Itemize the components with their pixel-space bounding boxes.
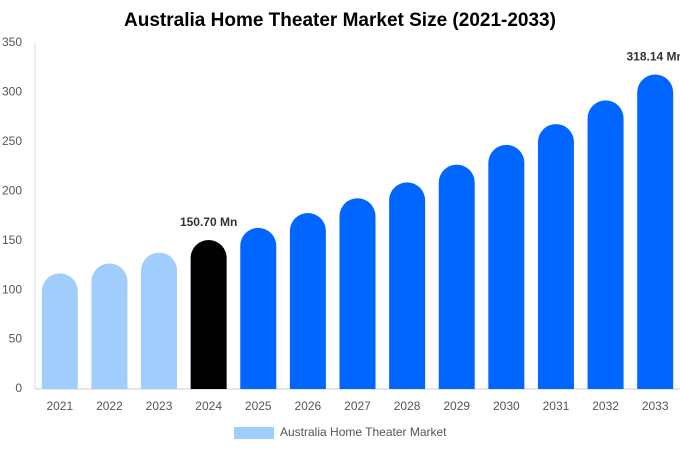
chart-title: Australia Home Theater Market Size (2021… <box>124 10 556 31</box>
y-tick-label: 100 <box>2 282 22 296</box>
bar <box>190 240 227 389</box>
bar <box>141 252 178 389</box>
x-tick-label: 2021 <box>46 399 73 413</box>
x-tick-label: 2025 <box>245 399 272 413</box>
data-label: 150.70 Mn <box>180 215 237 229</box>
x-tick-label: 2032 <box>592 399 619 413</box>
x-tick-label: 2028 <box>394 399 421 413</box>
x-tick-label: 2024 <box>195 399 222 413</box>
x-tick-label: 2027 <box>344 399 371 413</box>
bar <box>438 164 475 389</box>
y-tick-label: 300 <box>2 85 22 99</box>
bar <box>488 144 525 389</box>
x-tick-label: 2023 <box>146 399 173 413</box>
x-tick-label: 2022 <box>96 399 123 413</box>
x-tick-label: 2031 <box>543 399 570 413</box>
y-tick-label: 250 <box>2 134 22 148</box>
y-tick-label: 350 <box>2 35 22 49</box>
data-label: 318.14 Mn <box>627 50 680 64</box>
legend-label: Australia Home Theater Market <box>280 425 447 439</box>
bar <box>637 74 674 390</box>
y-tick-label: 200 <box>2 183 22 197</box>
bar <box>587 100 624 389</box>
bar <box>289 213 326 389</box>
x-tick-label: 2033 <box>642 399 669 413</box>
bar <box>240 227 277 389</box>
x-tick-label: 2026 <box>295 399 322 413</box>
bar <box>537 124 574 389</box>
y-tick-label: 50 <box>9 332 23 346</box>
bar <box>91 263 128 389</box>
bar <box>339 198 376 389</box>
bar <box>41 273 78 389</box>
y-tick-label: 0 <box>15 381 22 395</box>
y-tick-label: 150 <box>2 233 22 247</box>
legend-swatch <box>234 427 274 439</box>
x-tick-label: 2030 <box>493 399 520 413</box>
x-tick-label: 2029 <box>443 399 470 413</box>
bar <box>389 182 426 389</box>
